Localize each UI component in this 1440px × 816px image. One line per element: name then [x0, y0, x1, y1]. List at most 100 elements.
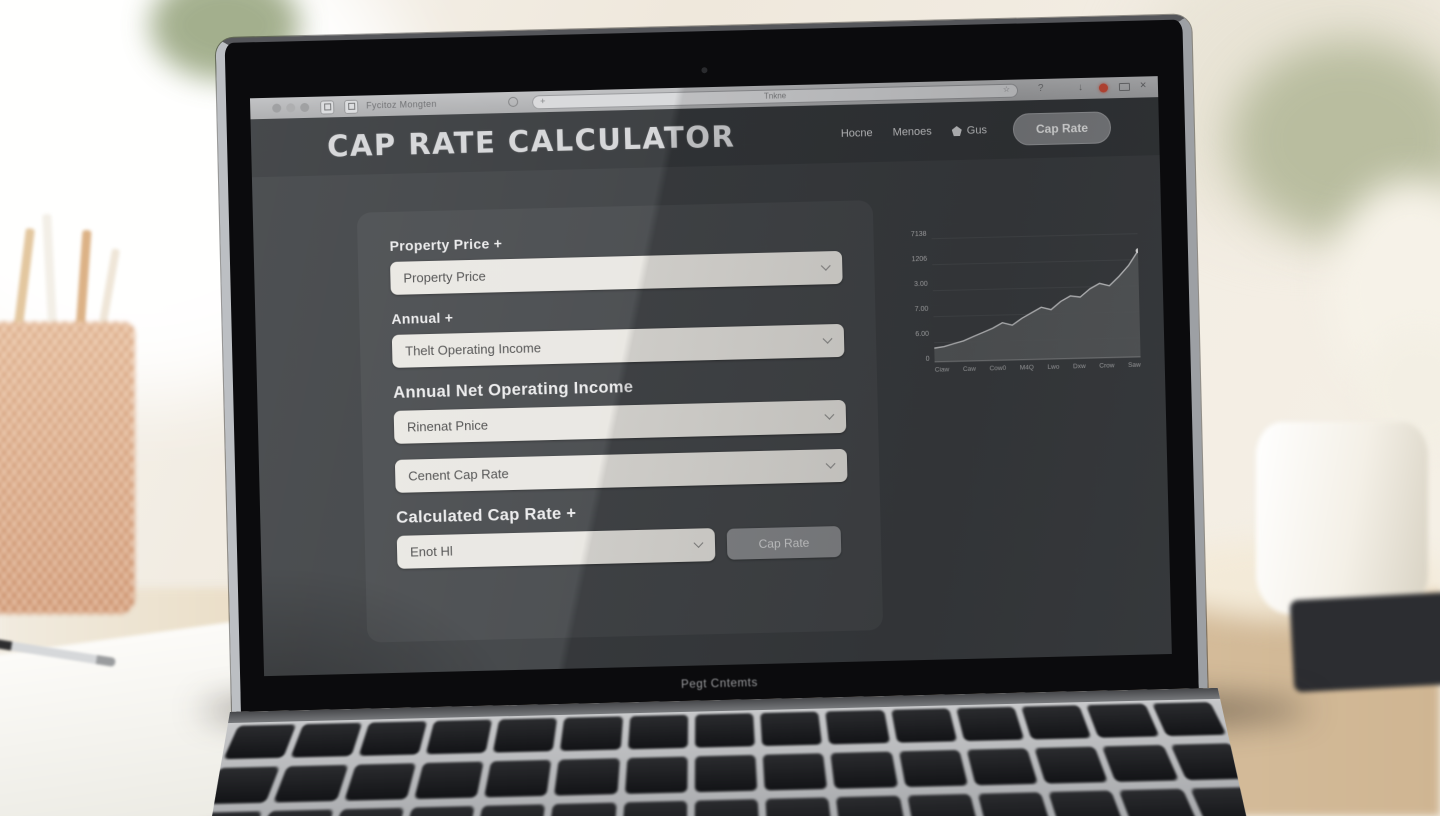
window-icon[interactable] [1118, 82, 1131, 92]
keyboard-key [956, 707, 1024, 741]
page-title: CAP RATE CALCULATOR [326, 119, 736, 164]
keyboard-key [907, 794, 980, 816]
property-price-select[interactable]: Property Price [390, 250, 843, 295]
cap-rate-chart-svg [931, 233, 1141, 363]
y-tick-label: 7138 [910, 230, 927, 239]
chevron-down-icon [820, 260, 831, 271]
keyboard-key [291, 723, 362, 758]
calculator-form: Property Price + Property Price Annual +… [356, 200, 884, 643]
net-operating-income-value: Rinenat Pnice [406, 417, 489, 435]
y-tick-label: 7.00 [914, 305, 929, 314]
keyboard-key [344, 763, 416, 801]
extension-button[interactable] [344, 99, 359, 114]
laptop-lid: Fycitoz Mongten + Tnkne ☆ ? ↓ × [215, 14, 1208, 712]
property-price-label: Property Price + [389, 235, 503, 254]
keyboard-key [1048, 790, 1126, 816]
annual-label: Annual + [391, 309, 454, 327]
gridline [931, 233, 1138, 240]
current-cap-rate-value: Cenent Cap Rate [408, 466, 509, 484]
nav-bar: Hocne Menoes Gus Cap Rate [840, 98, 1112, 163]
laptop-screen: Fycitoz Mongten + Tnkne ☆ ? ↓ × [249, 76, 1172, 677]
help-icon[interactable]: ? [1037, 82, 1044, 95]
cap-rate-nav-button[interactable]: Cap Rate [1012, 111, 1112, 146]
grid-view-button[interactable] [320, 99, 335, 115]
property-price-value: Property Price [403, 268, 486, 286]
calculated-cap-rate-select[interactable]: Enot Hl [396, 528, 716, 569]
x-tick-label: Dxw [1072, 362, 1086, 371]
annual-income-select[interactable]: Thelt Operating Income [391, 323, 845, 368]
keyboard-key [475, 804, 546, 816]
x-tick-label: M4Q [1019, 364, 1034, 372]
keyboard-key [628, 715, 689, 750]
x-tick-label: Caw [962, 365, 976, 373]
refresh-icon[interactable] [508, 96, 519, 108]
bookmark-star-icon[interactable]: ☆ [1002, 84, 1011, 94]
keyboard-key [1119, 789, 1199, 816]
keyboard-key [695, 754, 758, 791]
gridline [932, 259, 1139, 266]
chevron-down-icon [824, 409, 835, 420]
keyboard-key [899, 749, 968, 786]
x-tick-label: Cow0 [989, 364, 1007, 373]
keyboard-key [966, 748, 1038, 785]
zoom-traffic-light[interactable] [300, 102, 310, 113]
keyboard-key [1102, 744, 1178, 781]
calculated-cap-rate-value: Enot Hl [409, 543, 453, 560]
keyboard-key [425, 720, 492, 755]
annual-income-value: Thelt Operating Income [405, 340, 542, 359]
keyboard-key [891, 708, 957, 742]
cap-rate-trend-chart: 7138 1206 3.00 7.00 6.00 0 [899, 225, 1152, 374]
keyboard-key [223, 724, 296, 759]
nav-item-home[interactable]: Hocne [840, 127, 873, 140]
keyboard-key [836, 796, 906, 816]
keyboard-key [1021, 705, 1092, 739]
keyboard-key [625, 756, 688, 793]
keyboard-key [760, 712, 822, 747]
keyboard-key [831, 751, 898, 788]
keyboard-key [554, 758, 619, 796]
webcam-icon [701, 67, 708, 74]
cap-rate-calculator-page: CAP RATE CALCULATOR Hocne Menoes Gus Cap… [250, 97, 1172, 677]
keyboard-key [1034, 746, 1108, 783]
pentagon-icon [952, 126, 962, 136]
minimize-traffic-light[interactable] [286, 103, 296, 113]
chevron-down-icon [825, 458, 836, 469]
keyboard-key [695, 799, 760, 816]
keyboard-key [358, 721, 427, 756]
x-axis-line [934, 356, 1141, 363]
chart-area [934, 250, 1141, 363]
keyboard-key [484, 759, 552, 797]
x-tick-label: Lwo [1047, 363, 1060, 371]
y-tick-label: 0 [925, 355, 930, 363]
record-icon[interactable] [1098, 83, 1109, 93]
keyboard-key [621, 801, 687, 816]
nav-item-guides[interactable]: Gus [952, 124, 987, 137]
x-axis-labels: Ciaw Caw Cow0 M4Q Lwo Dxw Crow Saw [935, 362, 1141, 374]
keyboard-key [255, 809, 333, 816]
calculated-cap-rate-label: Calculated Cap Rate + [396, 504, 577, 527]
x-tick-label: Crow [1099, 362, 1115, 370]
nav-item-menus[interactable]: Menoes [892, 125, 932, 139]
chart-body: 7138 1206 3.00 7.00 6.00 0 [899, 225, 1152, 363]
net-operating-income-select[interactable]: Rinenat Pnice [393, 399, 847, 444]
keyboard-key [1152, 702, 1227, 736]
close-traffic-light[interactable] [272, 103, 282, 113]
x-tick-label: Ciaw [934, 366, 950, 374]
download-icon[interactable]: ↓ [1077, 81, 1084, 94]
keyboard-key [274, 764, 349, 802]
close-icon[interactable]: × [1139, 79, 1147, 92]
x-tick-label: Saw [1127, 361, 1141, 369]
current-cap-rate-select[interactable]: Cenent Cap Rate [394, 448, 848, 493]
keyboard-key [826, 710, 890, 744]
cap-rate-submit-button[interactable]: Cap Rate [726, 526, 842, 560]
laptop: Fycitoz Mongten + Tnkne ☆ ? ↓ × [215, 14, 1218, 816]
page-content: Property Price + Property Price Annual +… [252, 155, 1172, 676]
submit-row: Enot Hl Cap Rate [396, 525, 850, 585]
chevron-down-icon [693, 538, 704, 548]
keyboard-key [1190, 787, 1249, 816]
chevron-down-icon [822, 333, 833, 344]
keyboard-key [763, 753, 828, 790]
y-tick-label: 6.00 [915, 330, 930, 339]
wire-pencil-cup [0, 322, 135, 614]
keyboard-key [328, 808, 404, 816]
